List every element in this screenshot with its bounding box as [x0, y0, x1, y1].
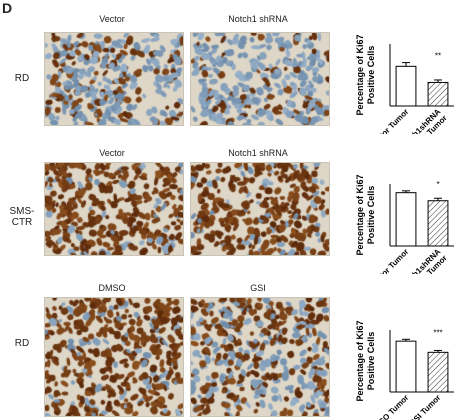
col-label-3-2: GSI: [250, 283, 266, 293]
significance-marker: ***: [433, 328, 442, 337]
category-label-1: Vector Tumor: [368, 107, 410, 134]
micrograph-rd-notch1-shrna: [190, 32, 330, 126]
category-label-2: GSI Tumor: [408, 393, 443, 420]
row-label-1: RD: [14, 73, 30, 84]
bar-1: [395, 340, 417, 393]
significance-marker: *: [436, 180, 439, 189]
significance-marker: **: [435, 52, 441, 61]
micrograph-rd-dmso: [44, 297, 184, 417]
micrograph-rd-vector: [44, 32, 184, 126]
bar-1: [395, 65, 417, 107]
panel-letter: D: [2, 0, 13, 16]
chart-2: Percentage of Ki67Positive Cells Vector T…: [344, 144, 474, 274]
col-label-2-1: Vector: [99, 148, 125, 158]
category-label-1: Vector Tumor: [368, 247, 410, 274]
bar-2: [427, 351, 449, 393]
col-label-1-1: Vector: [99, 14, 125, 24]
category-label-1: DMSO Tumor: [368, 393, 410, 420]
bar-2: [427, 81, 449, 107]
chart-3: Percentage of Ki67Positive Cells DMSO Tum…: [344, 290, 474, 420]
col-label-2-2: Notch1 shRNA: [228, 148, 288, 158]
y-axis-label: Percentage of Ki67Positive Cells: [355, 320, 376, 401]
row-label-2: SMS-CTR: [9, 206, 35, 228]
micrograph-rd-gsi: [190, 297, 330, 417]
col-label-3-1: DMSO: [98, 283, 126, 293]
row-label-3: RD: [14, 338, 30, 349]
micrograph-smsctr-notch1-shrna: [190, 162, 330, 256]
y-axis-label: Percentage of Ki67Positive Cells: [355, 34, 376, 115]
bar-1: [395, 192, 417, 247]
micrograph-smsctr-vector: [44, 162, 184, 256]
y-axis-label: Percentage of Ki67Positive Cells: [355, 174, 376, 255]
bar-2: [427, 200, 449, 247]
chart-1: Percentage of Ki67Positive Cells Vector T…: [344, 4, 474, 134]
col-label-1-2: Notch1 shRNA: [228, 14, 288, 24]
